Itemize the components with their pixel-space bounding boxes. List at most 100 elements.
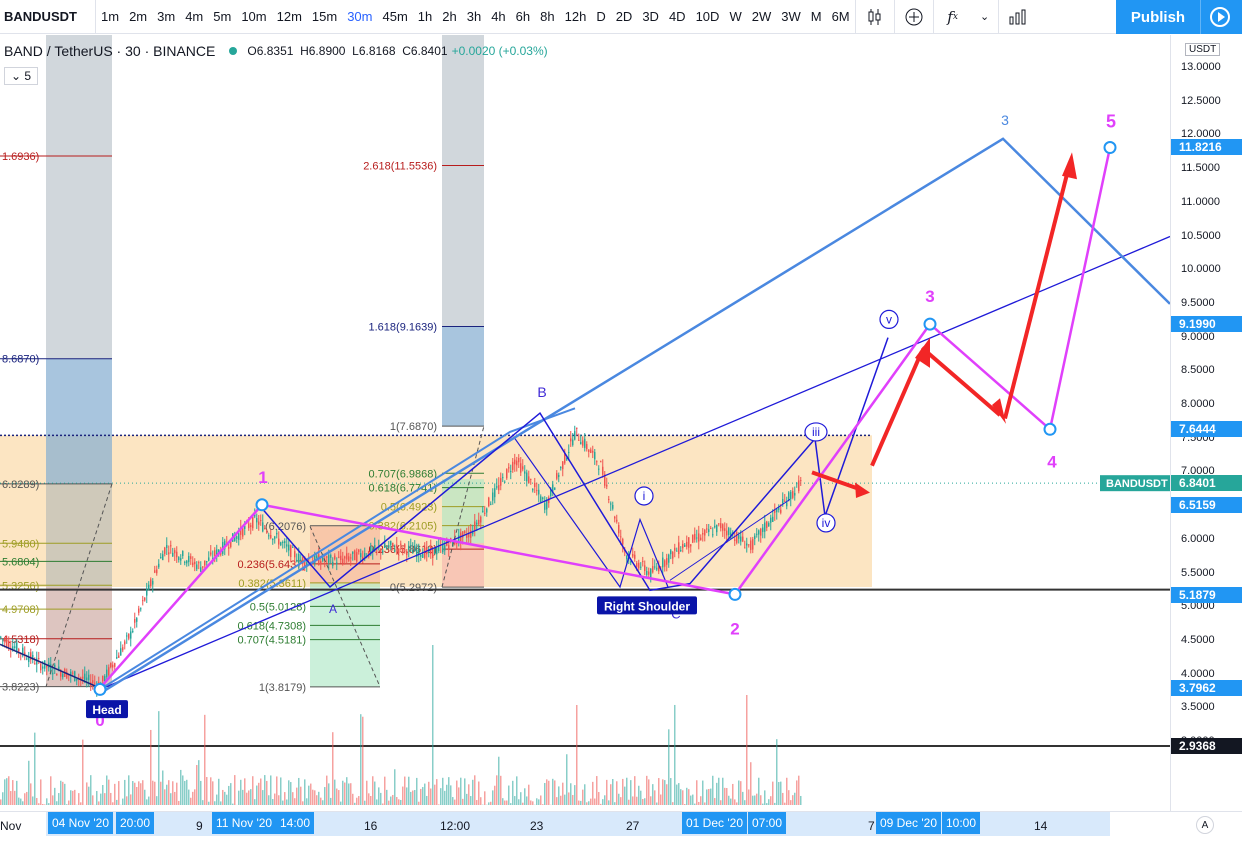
publish-button[interactable]: Publish [1116, 0, 1242, 34]
volume-bar [118, 781, 120, 805]
volume-bar [358, 796, 360, 805]
interval-45m[interactable]: 45m [382, 8, 408, 24]
interval-4d[interactable]: 4D [668, 8, 686, 24]
interval-1h[interactable]: 1h [417, 8, 433, 24]
time-tick: 27 [626, 819, 640, 833]
interval-15m[interactable]: 15m [311, 8, 338, 24]
volume-bar [384, 776, 386, 805]
interval-10d[interactable]: 10D [695, 8, 720, 24]
projection-arrow [870, 350, 924, 467]
volume-bar [606, 779, 608, 805]
wave-line-darkblue [259, 337, 889, 592]
candle-body [558, 474, 560, 478]
symbol-search[interactable]: BANDUSDT [0, 0, 96, 34]
volume-bar [220, 801, 222, 805]
volume-bar [308, 785, 310, 805]
candle-body [184, 561, 186, 563]
interval-5m[interactable]: 5m [213, 8, 232, 24]
interval-3w[interactable]: 3W [781, 8, 801, 24]
candle-body [354, 550, 356, 561]
volume-bar [454, 799, 456, 805]
candle-body [140, 608, 142, 610]
volume-bar [658, 778, 660, 805]
price-axis[interactable]: USDT 13.0000 12.5000 12.0000 11.5000 11.0000… [1170, 35, 1242, 811]
interval-w[interactable]: W [729, 8, 742, 24]
chart-pane[interactable]: 2.618(11.5536) 1.618(9.1639) 1(7.6870) 0.70… [0, 35, 1170, 811]
volume-bar [296, 787, 298, 805]
volume-bar [420, 788, 422, 805]
volume-bar [456, 780, 458, 805]
volume-bar [394, 769, 396, 805]
candle-body [406, 551, 408, 556]
currency-badge[interactable]: USDT [1185, 43, 1221, 56]
candle-body [652, 566, 654, 573]
interval-6h[interactable]: 6h [515, 8, 531, 24]
volume-bar [642, 798, 644, 805]
candle-body [594, 452, 596, 460]
candle-body [316, 555, 318, 559]
chart-canvas[interactable]: 2.618(11.5536) 1.618(9.1639) 1(7.6870) 0.70… [0, 35, 1170, 811]
volume-bar [228, 785, 230, 805]
interval-2d[interactable]: 2D [615, 8, 633, 24]
bar-chart-icon[interactable] [999, 0, 1037, 34]
volume-bar [168, 780, 170, 805]
interval-4h[interactable]: 4h [491, 8, 506, 24]
interval-2w[interactable]: 2W [751, 8, 772, 24]
interval-6m[interactable]: 6M [831, 8, 850, 24]
volume-bar [514, 796, 516, 805]
volume-bar [752, 795, 754, 805]
chart-type-candles-icon[interactable] [856, 0, 894, 34]
volume-bar [36, 797, 38, 805]
indicators-add-icon[interactable] [895, 0, 933, 34]
candle-body [408, 545, 410, 550]
price-label-badge: 11.8216 [1171, 139, 1242, 156]
interval-30m[interactable]: 30m [347, 8, 373, 24]
candle-body [554, 487, 556, 490]
interval-d[interactable]: D [596, 8, 606, 24]
interval-3d[interactable]: 3D [642, 8, 659, 24]
chevron-down-icon[interactable]: ⌄ [980, 11, 990, 23]
candle-body [178, 557, 180, 560]
volume-bar [320, 797, 322, 805]
fib-level-label: 1(7.6870) [390, 421, 437, 433]
candle-body [700, 537, 702, 541]
interval-2m[interactable]: 2m [129, 8, 148, 24]
auto-scale-button[interactable]: A [1196, 816, 1214, 834]
interval-2h[interactable]: 2h [442, 8, 457, 24]
interval-3m[interactable]: 3m [157, 8, 176, 24]
legend-open: O6.8351 [247, 44, 294, 58]
interval-1m[interactable]: 1m [101, 8, 120, 24]
interval-m[interactable]: M [810, 8, 822, 24]
chevron-down-icon: ⌄ [11, 69, 22, 83]
interval-8h[interactable]: 8h [540, 8, 555, 24]
interval-10m[interactable]: 10m [241, 8, 267, 24]
volume-bar [274, 793, 276, 805]
collapse-studies-button[interactable]: ⌄ 5 [4, 67, 39, 85]
volume-bar [246, 792, 248, 805]
volume-bar [618, 793, 620, 805]
time-axis[interactable]: A Nov 9 16 12:00 23 27 7 14 04 Nov '20 20:00 11 No… [0, 811, 1242, 846]
volume-bar [508, 785, 510, 805]
candle-body [708, 529, 710, 532]
interval-3h[interactable]: 3h [466, 8, 482, 24]
candle-body [240, 526, 242, 535]
volume-bar [796, 780, 798, 805]
trend-line [99, 235, 1170, 691]
play-icon[interactable] [1200, 0, 1238, 34]
volume-bar [690, 795, 692, 805]
candle-body [518, 457, 520, 463]
interval-4m[interactable]: 4m [185, 8, 204, 24]
candle-body [228, 547, 230, 549]
volume-bar [136, 786, 138, 805]
candle-body [692, 534, 694, 543]
interval-12h[interactable]: 12h [564, 8, 587, 24]
candle-body [260, 520, 262, 522]
candle-body [122, 647, 124, 651]
candle-body [606, 484, 608, 487]
candle-body [410, 545, 412, 547]
candle-body [768, 523, 770, 527]
candle-body [506, 469, 508, 479]
candle-body [362, 556, 364, 560]
interval-12m[interactable]: 12m [276, 8, 302, 24]
